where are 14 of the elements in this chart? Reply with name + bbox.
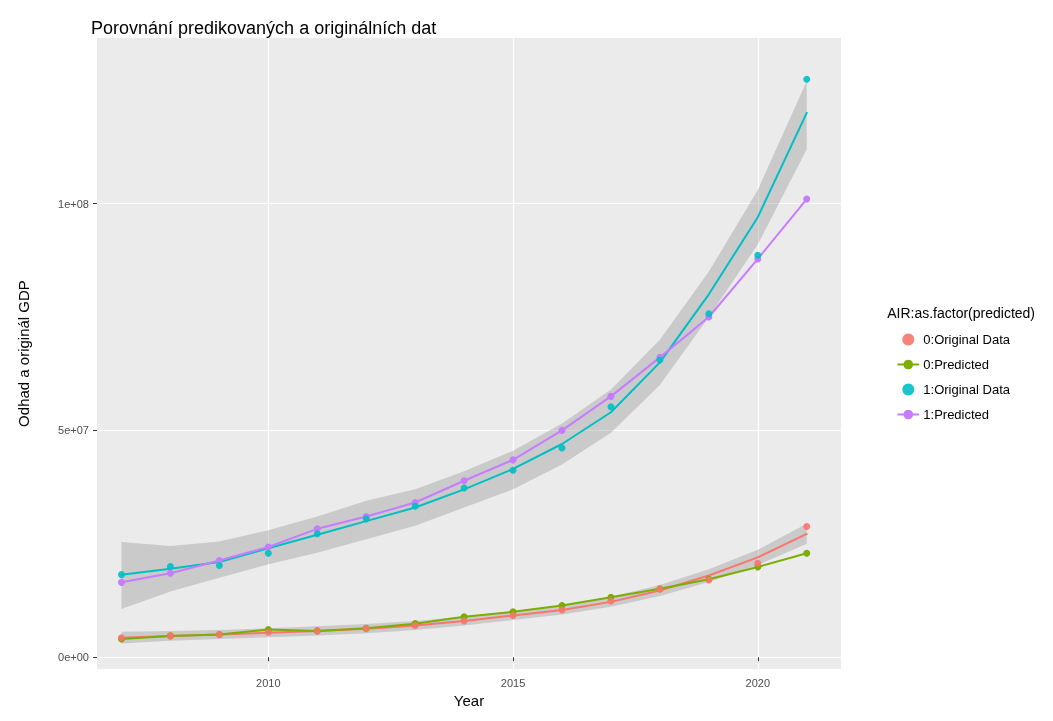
legend-label: 1:Predicted: [923, 407, 990, 422]
legend-label: 1:Original Data: [923, 382, 1011, 397]
legend-label: 0:Original Data: [923, 332, 1011, 347]
x-tick-label: 2020: [745, 676, 771, 689]
legend-label: 0:Predicted: [923, 357, 990, 372]
y-tick-label: 5e+07: [58, 424, 89, 437]
chart-title: Porovnání predikovaných a originálních dat: [91, 18, 437, 38]
y-tick-label: 0e+00: [58, 651, 89, 664]
legend-title: AIR:as.factor(predicted): [887, 305, 1036, 321]
x-tick-label: 2010: [256, 676, 281, 689]
y-axis-title: Odhad a originál GDP: [15, 280, 32, 427]
x-axis-title: Year: [453, 692, 485, 709]
y-tick-label: 1e+08: [58, 197, 89, 210]
x-tick-label: 2015: [500, 676, 526, 689]
